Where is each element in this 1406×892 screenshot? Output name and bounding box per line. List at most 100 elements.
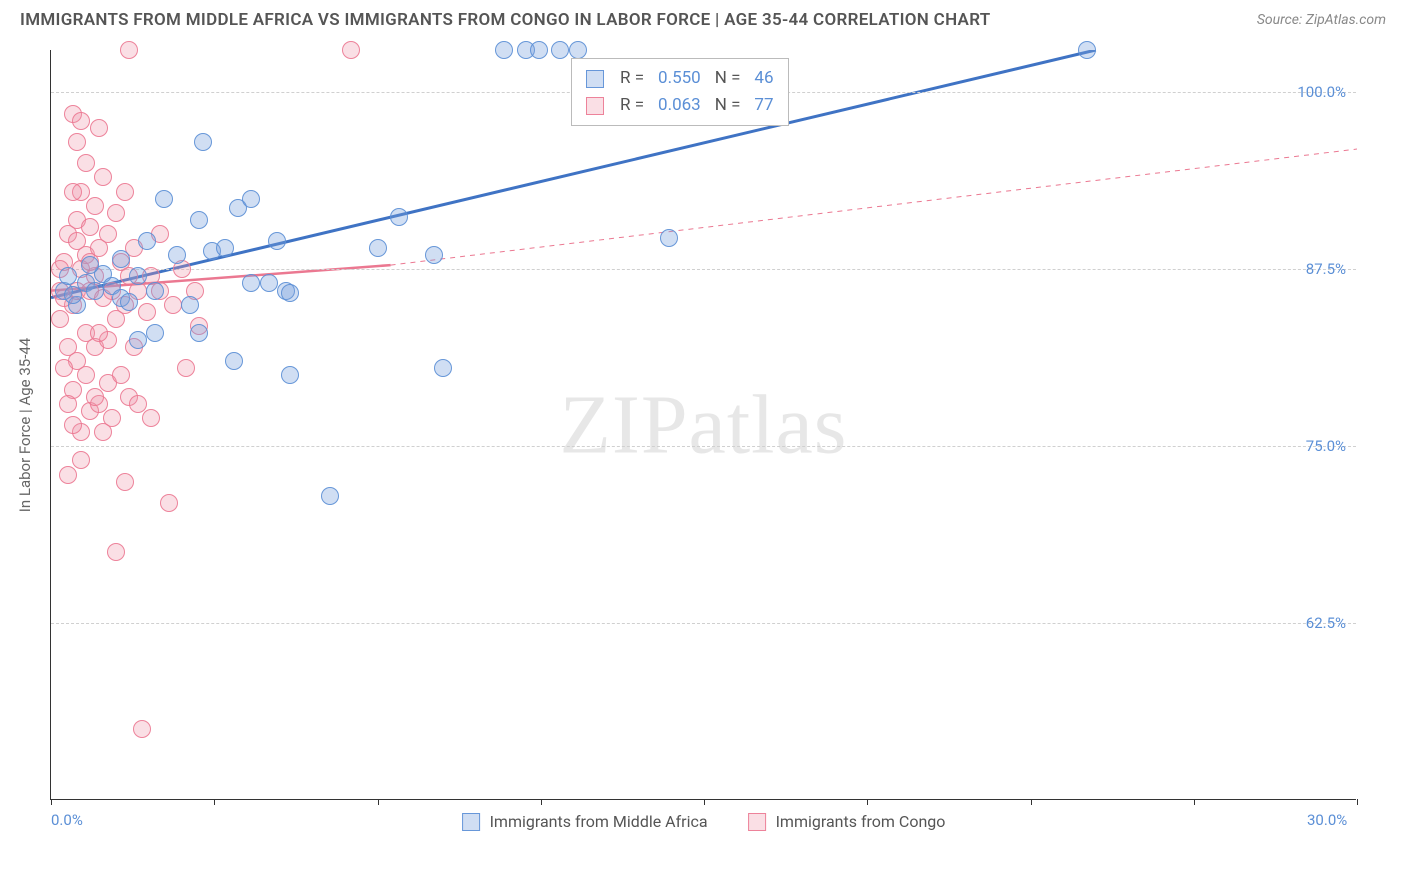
plot-region: ZIPatlas In Labor Force | Age 35-44 Immi… bbox=[50, 50, 1356, 800]
chart-area: ZIPatlas In Labor Force | Age 35-44 Immi… bbox=[50, 50, 1356, 800]
scatter-point bbox=[116, 183, 134, 201]
scatter-point bbox=[569, 41, 587, 59]
scatter-point bbox=[90, 324, 108, 342]
legend-item-blue: Immigrants from Middle Africa bbox=[462, 812, 708, 831]
scatter-point bbox=[129, 267, 147, 285]
n-value-blue: 46 bbox=[754, 65, 773, 92]
swatch-pink-icon bbox=[586, 97, 604, 115]
scatter-point bbox=[107, 204, 125, 222]
scatter-point bbox=[242, 274, 260, 292]
x-tick-mark bbox=[1357, 799, 1358, 805]
scatter-point bbox=[342, 41, 360, 59]
scatter-point bbox=[59, 267, 77, 285]
y-axis-label: In Labor Force | Age 35-44 bbox=[16, 337, 34, 511]
scatter-point bbox=[551, 41, 569, 59]
r-label: R = bbox=[620, 92, 644, 119]
x-tick-mark bbox=[867, 799, 868, 805]
scatter-point bbox=[146, 282, 164, 300]
scatter-point bbox=[51, 310, 69, 328]
scatter-point bbox=[120, 41, 138, 59]
scatter-point bbox=[138, 232, 156, 250]
scatter-point bbox=[107, 543, 125, 561]
n-label: N = bbox=[715, 65, 741, 92]
scatter-point bbox=[321, 487, 339, 505]
scatter-point bbox=[369, 239, 387, 257]
scatter-point bbox=[90, 119, 108, 137]
legend-label-blue: Immigrants from Middle Africa bbox=[490, 812, 708, 831]
scatter-point bbox=[281, 366, 299, 384]
scatter-point bbox=[142, 409, 160, 427]
y-tick-label: 62.5% bbox=[1306, 614, 1346, 632]
stats-row-pink: R = 0.063 N = 77 bbox=[586, 92, 774, 119]
scatter-point bbox=[190, 211, 208, 229]
scatter-point bbox=[55, 359, 73, 377]
scatter-point bbox=[268, 232, 286, 250]
scatter-point bbox=[94, 423, 112, 441]
stats-legend-box: R = 0.550 N = 46 R = 0.063 N = 77 bbox=[571, 58, 789, 126]
x-tick-mark bbox=[1031, 799, 1032, 805]
x-tick-label: 0.0% bbox=[51, 811, 83, 829]
scatter-point bbox=[181, 296, 199, 314]
scatter-point bbox=[72, 112, 90, 130]
scatter-point bbox=[434, 359, 452, 377]
scatter-point bbox=[225, 352, 243, 370]
scatter-point bbox=[81, 256, 99, 274]
scatter-point bbox=[120, 293, 138, 311]
scatter-point bbox=[281, 284, 299, 302]
swatch-pink-icon bbox=[748, 813, 766, 831]
watermark-thin: atlas bbox=[689, 378, 848, 471]
grid-line-h bbox=[51, 623, 1356, 624]
scatter-point bbox=[242, 190, 260, 208]
scatter-point bbox=[216, 239, 234, 257]
n-value-pink: 77 bbox=[754, 92, 773, 119]
legend-item-pink: Immigrants from Congo bbox=[748, 812, 946, 831]
legend-label-pink: Immigrants from Congo bbox=[776, 812, 946, 831]
scatter-point bbox=[160, 494, 178, 512]
scatter-point bbox=[495, 41, 513, 59]
scatter-point bbox=[81, 218, 99, 236]
x-tick-mark bbox=[704, 799, 705, 805]
scatter-point bbox=[64, 286, 82, 304]
bottom-legend: Immigrants from Middle Africa Immigrants… bbox=[462, 812, 946, 831]
scatter-point bbox=[64, 183, 82, 201]
scatter-point bbox=[94, 168, 112, 186]
grid-line-h bbox=[51, 269, 1356, 270]
x-tick-mark bbox=[541, 799, 542, 805]
scatter-point bbox=[177, 359, 195, 377]
scatter-point bbox=[194, 133, 212, 151]
scatter-point bbox=[133, 720, 151, 738]
scatter-point bbox=[168, 246, 186, 264]
watermark-bold: ZIP bbox=[560, 378, 689, 471]
scatter-point bbox=[116, 473, 134, 491]
scatter-point bbox=[86, 282, 104, 300]
scatter-point bbox=[112, 366, 130, 384]
scatter-point bbox=[129, 331, 147, 349]
x-tick-mark bbox=[1194, 799, 1195, 805]
scatter-point bbox=[190, 324, 208, 342]
n-label: N = bbox=[715, 92, 741, 119]
scatter-point bbox=[77, 366, 95, 384]
scatter-point bbox=[660, 229, 678, 247]
scatter-point bbox=[155, 190, 173, 208]
y-tick-label: 100.0% bbox=[1297, 83, 1346, 101]
scatter-point bbox=[68, 133, 86, 151]
stats-row-blue: R = 0.550 N = 46 bbox=[586, 65, 774, 92]
swatch-blue-icon bbox=[462, 813, 480, 831]
scatter-point bbox=[72, 451, 90, 469]
scatter-point bbox=[1078, 41, 1096, 59]
trend-lines bbox=[51, 50, 1357, 800]
x-tick-mark bbox=[51, 799, 52, 805]
r-value-blue: 0.550 bbox=[658, 65, 701, 92]
grid-line-h bbox=[51, 446, 1356, 447]
x-tick-mark bbox=[378, 799, 379, 805]
scatter-point bbox=[64, 416, 82, 434]
scatter-point bbox=[164, 296, 182, 314]
scatter-point bbox=[99, 225, 117, 243]
y-tick-label: 75.0% bbox=[1306, 437, 1346, 455]
scatter-point bbox=[112, 250, 130, 268]
source-attribution: Source: ZipAtlas.com bbox=[1257, 12, 1386, 28]
x-tick-mark bbox=[214, 799, 215, 805]
scatter-point bbox=[530, 41, 548, 59]
scatter-point bbox=[138, 303, 156, 321]
r-label: R = bbox=[620, 65, 644, 92]
